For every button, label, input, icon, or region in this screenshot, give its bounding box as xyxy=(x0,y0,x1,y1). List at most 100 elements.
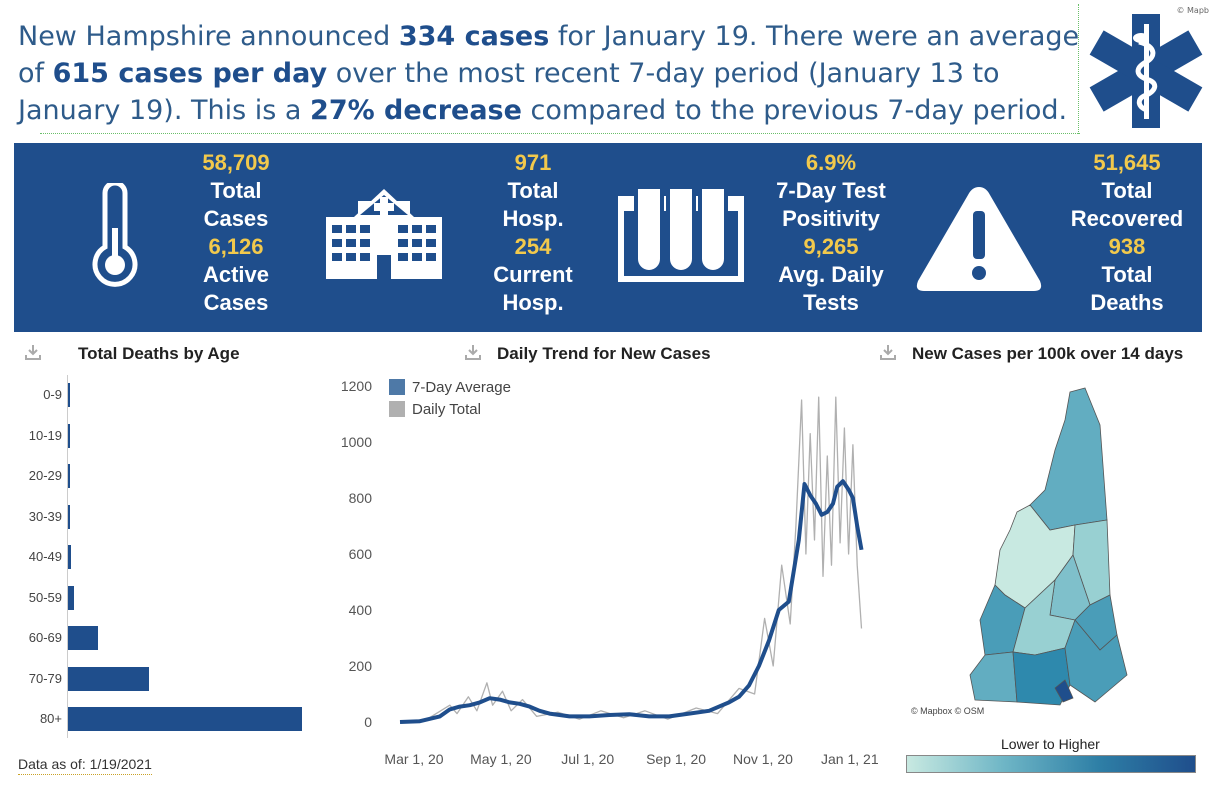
download-icon[interactable] xyxy=(880,344,896,360)
total-cases-label: Total xyxy=(210,178,262,203)
age-bar[interactable] xyxy=(68,707,302,731)
positivity-label: 7-Day Test xyxy=(776,178,886,203)
age-row[interactable]: 30-39 xyxy=(14,504,314,529)
y-tick-label: 1000 xyxy=(341,434,372,450)
divider xyxy=(40,133,1080,134)
x-tick-label: May 1, 20 xyxy=(470,751,532,767)
age-label: 20-29 xyxy=(28,468,62,483)
total-hosp-label: Total xyxy=(507,178,559,203)
legend-item-daily[interactable]: Daily Total xyxy=(389,398,511,420)
recovered-label: Recovered xyxy=(1070,206,1184,231)
headline-cases: 334 cases xyxy=(398,21,550,52)
county-coos xyxy=(1029,387,1108,531)
series-line-daily-total[interactable] xyxy=(399,396,863,723)
avg-tests-value: 9,265 xyxy=(803,234,859,259)
headline-average: 615 cases per day xyxy=(52,58,328,89)
age-bar[interactable] xyxy=(68,423,70,448)
age-row[interactable]: 60-69 xyxy=(14,626,314,650)
age-row[interactable]: 50-59 xyxy=(14,585,314,610)
county-highlight xyxy=(1054,679,1074,703)
age-bar[interactable] xyxy=(68,504,70,529)
age-bar[interactable] xyxy=(68,666,150,691)
outcome-stats: 51,645 Total Recovered 938 Total Deaths xyxy=(1062,149,1192,317)
map-credit: © Mapbox © OSM xyxy=(911,706,985,716)
deaths-label: Total xyxy=(1101,262,1153,287)
warning-icon xyxy=(916,187,1042,291)
recovered-label: Total xyxy=(1101,178,1153,203)
age-bar[interactable] xyxy=(68,464,70,488)
age-row[interactable]: 40-49 xyxy=(14,545,314,569)
nh-county-map[interactable] xyxy=(905,380,1205,720)
testing-stats: 6.9% 7-Day Test Positivity 9,265 Avg. Da… xyxy=(766,149,896,317)
positivity-value: 6.9% xyxy=(805,150,857,175)
headline-change: 27% decrease xyxy=(310,95,522,126)
age-row[interactable]: 0-9 xyxy=(14,383,314,407)
age-label: 80+ xyxy=(39,711,62,726)
age-row[interactable]: 20-29 xyxy=(14,464,314,488)
age-label: 40-49 xyxy=(28,549,62,564)
age-bar[interactable] xyxy=(68,545,71,569)
x-tick-label: Nov 1, 20 xyxy=(733,751,793,767)
headline-text: for January 19. There were an average of xyxy=(18,21,1080,89)
y-tick-label: 400 xyxy=(349,602,373,618)
stats-banner: 58,709 Total Cases 6,126 Active Cases 97… xyxy=(14,143,1202,332)
active-cases-label: Cases xyxy=(203,290,269,315)
x-tick-label: Mar 1, 20 xyxy=(384,751,443,767)
color-scale-label: Lower to Higher xyxy=(1001,736,1100,752)
daily-trend-chart: 0 200 400 600 800 1000 1200 Mar 1, 20 May 1, 20 J… xyxy=(341,378,879,767)
trend-legend: 7-Day Average Daily Total xyxy=(389,376,511,420)
series-line-7day-average[interactable] xyxy=(399,479,864,724)
map-title: New Cases per 100k over 14 days xyxy=(912,344,1184,363)
active-cases-value: 6,126 xyxy=(208,234,264,259)
hospital-icon xyxy=(326,189,442,279)
age-label: 50-59 xyxy=(28,589,62,605)
avg-tests-label: Avg. Daily xyxy=(778,262,884,287)
divider xyxy=(1078,4,1079,134)
county-rockingham xyxy=(1064,619,1128,703)
map-credit-top: © Mapb xyxy=(1176,6,1209,15)
y-tick-label: 1200 xyxy=(341,378,372,394)
headline-text: compared to the previous 7-day period. xyxy=(521,95,1068,126)
age-row[interactable]: 10-19 xyxy=(14,423,314,448)
thermometer-icon xyxy=(92,183,138,287)
legend-label: Daily Total xyxy=(412,400,481,418)
hosp-stats: 971 Total Hosp. 254 Current Hosp. xyxy=(468,149,598,317)
y-tick-label: 0 xyxy=(364,714,372,730)
total-cases-label: Cases xyxy=(203,206,269,231)
deaths-by-age-chart: 0-9 10-19 20-29 30-39 40-49 50-59 60-69 70-79 80… xyxy=(14,375,314,745)
age-label: 60-69 xyxy=(28,630,62,645)
age-bar[interactable] xyxy=(68,585,74,610)
deaths-by-age-title: Total Deaths by Age xyxy=(78,344,240,363)
age-bar[interactable] xyxy=(68,626,98,650)
legend-swatch xyxy=(389,379,405,395)
x-tick-label: Jul 1, 20 xyxy=(561,751,614,767)
deaths-label: Deaths xyxy=(1090,290,1164,315)
avg-tests-label: Tests xyxy=(803,290,859,315)
total-hosp-label: Hosp. xyxy=(502,206,564,231)
legend-item-7day[interactable]: 7-Day Average xyxy=(389,376,511,398)
data-as-of: Data as of: 1/19/2021 xyxy=(18,756,152,775)
deaths-value: 938 xyxy=(1108,234,1146,259)
color-scale-bar xyxy=(906,755,1196,773)
headline-text: New Hampshire announced xyxy=(18,21,399,52)
age-label: 70-79 xyxy=(28,670,62,686)
download-icon[interactable] xyxy=(25,344,41,360)
x-tick-label: Sep 1, 20 xyxy=(646,751,706,767)
legend-swatch xyxy=(389,401,405,417)
legend-label: 7-Day Average xyxy=(412,378,511,396)
total-hosp-value: 971 xyxy=(514,150,552,175)
age-label: 0-9 xyxy=(43,387,62,402)
positivity-label: Positivity xyxy=(782,206,880,231)
test-tubes-icon xyxy=(618,185,744,282)
age-axis xyxy=(67,375,68,738)
age-bar[interactable] xyxy=(68,383,70,407)
age-row[interactable]: 70-79 xyxy=(14,666,314,691)
star-of-life-icon xyxy=(1089,14,1203,128)
current-hosp-label: Hosp. xyxy=(502,290,564,315)
download-icon[interactable] xyxy=(465,344,481,360)
cases-stats: 58,709 Total Cases 6,126 Active Cases xyxy=(171,149,301,317)
recovered-value: 51,645 xyxy=(1093,150,1161,175)
headline-summary: New Hampshire announced 334 cases for Ja… xyxy=(18,18,1080,136)
age-row[interactable]: 80+ xyxy=(14,707,314,731)
x-tick-label: Jan 1, 21 xyxy=(821,751,879,767)
